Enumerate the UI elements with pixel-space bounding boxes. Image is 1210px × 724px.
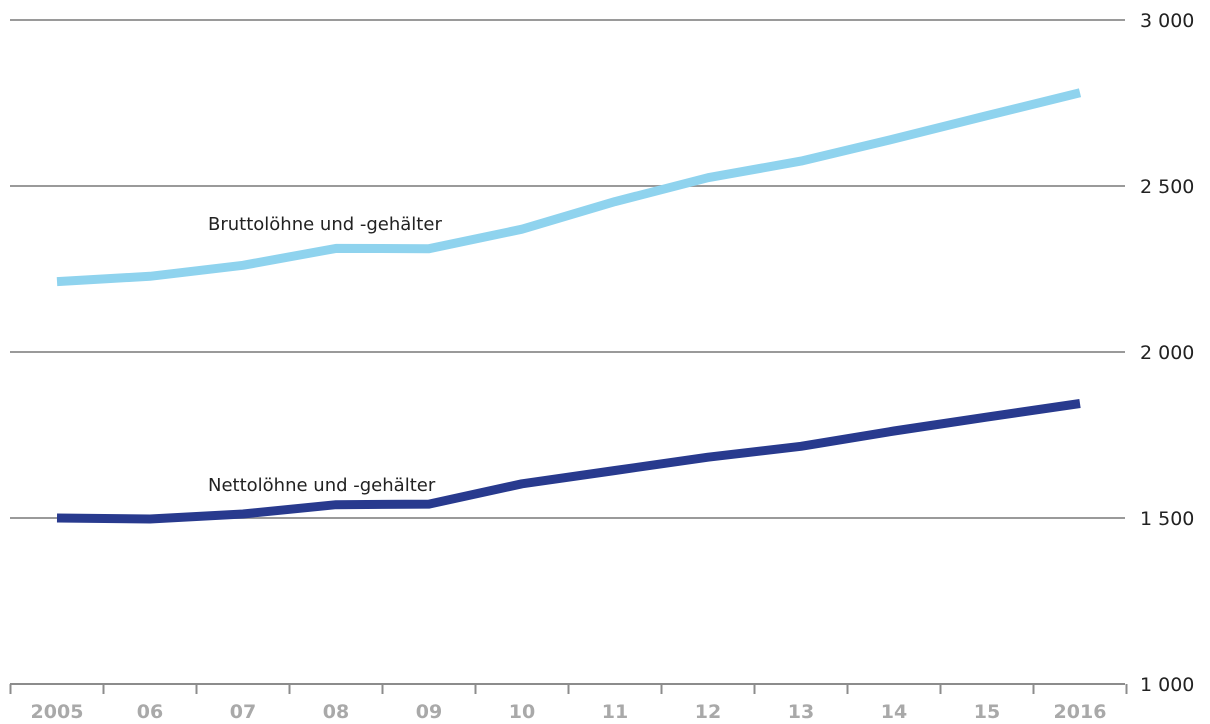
x-tick-label: 08 — [323, 701, 349, 723]
x-tick-label: 07 — [230, 701, 256, 723]
series-label-brutto: Bruttolöhne und -gehälter — [208, 214, 442, 235]
y-tick-label: 2 500 — [1140, 176, 1194, 198]
y-tick-label: 1 000 — [1140, 674, 1194, 696]
x-tick-label: 10 — [509, 701, 535, 723]
series-line-brutto — [56, 88, 1082, 287]
x-tick-label: 2016 — [1054, 701, 1107, 723]
x-tick-label: 06 — [137, 701, 163, 723]
x-tick-label: 14 — [881, 701, 907, 723]
x-tick-label: 09 — [416, 701, 442, 723]
x-axis: 2005 06 07 08 09 10 11 12 13 14 15 2016 — [9, 683, 1128, 723]
series-labels: Bruttolöhne und -gehälter Nettolöhne und… — [208, 214, 442, 496]
y-axis: 3 000 2 500 2 000 1 500 1 000 — [1140, 10, 1194, 696]
y-tick-label: 2 000 — [1140, 342, 1194, 364]
x-tick-label: 13 — [788, 701, 814, 723]
x-tick-label: 2005 — [31, 701, 84, 723]
x-tick-label: 11 — [602, 701, 628, 723]
series-label-netto: Nettolöhne und -gehälter — [208, 475, 436, 496]
series-line-netto — [56, 399, 1081, 524]
y-tick-label: 1 500 — [1140, 508, 1194, 530]
y-tick-label: 3 000 — [1140, 10, 1194, 32]
x-tick-label: 15 — [974, 701, 1000, 723]
series — [56, 88, 1082, 524]
x-tick-label: 12 — [695, 701, 721, 723]
